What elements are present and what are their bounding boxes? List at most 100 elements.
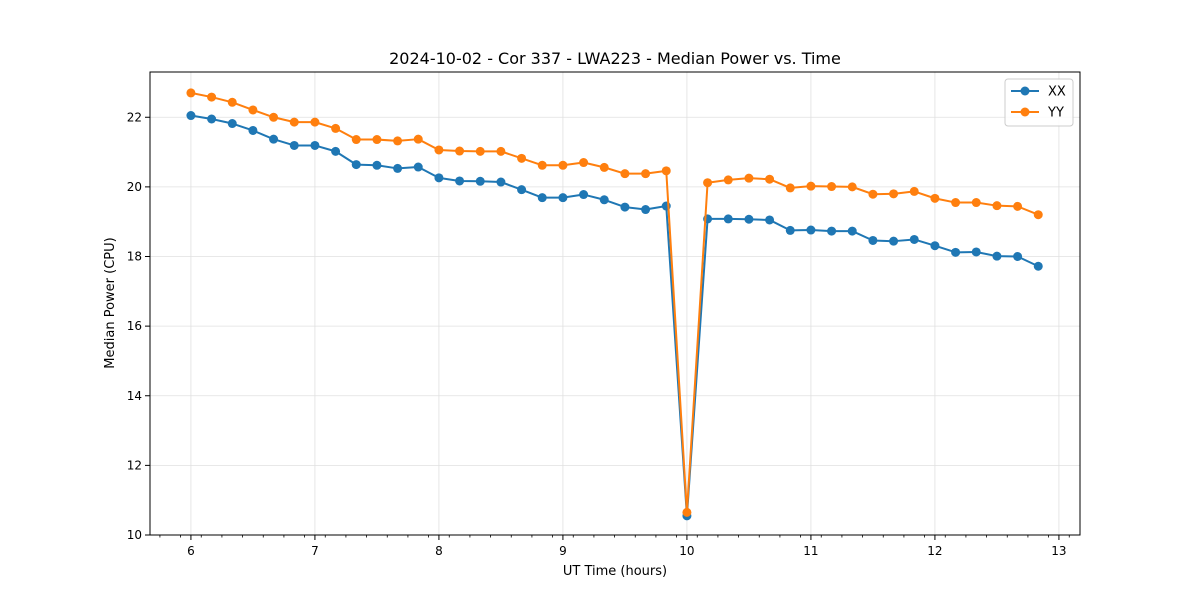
data-point-xx [971, 247, 981, 257]
data-point-xx [496, 177, 506, 187]
legend-item-yy: YY [1011, 106, 1064, 121]
data-point-xx [868, 235, 878, 245]
data-point-yy [641, 169, 651, 179]
data-point-yy [207, 92, 217, 102]
x-axis-label: UT Time (hours) [563, 564, 667, 579]
data-point-yy [661, 166, 671, 176]
data-point-yy [620, 169, 630, 179]
data-point-xx [723, 214, 733, 224]
legend-label-yy: YY [1047, 106, 1064, 121]
data-point-xx [1033, 261, 1043, 271]
data-point-xx [847, 226, 857, 236]
x-tick-label: 6 [187, 544, 195, 558]
data-point-xx [827, 226, 837, 236]
chart-title: 2024-10-02 - Cor 337 - LWA223 - Median P… [389, 49, 841, 68]
data-point-xx [744, 214, 754, 224]
data-point-xx [248, 125, 258, 135]
data-point-yy [1013, 201, 1023, 211]
data-point-yy [785, 183, 795, 193]
data-point-yy [310, 117, 320, 127]
data-point-xx [372, 160, 382, 170]
data-point-xx [186, 111, 196, 121]
axis-ticks: 6 7 8 9 10 11 12 13 10 12 14 16 18 20 22 [127, 110, 1070, 558]
data-point-xx [785, 225, 795, 235]
x-tick-label: 9 [559, 544, 567, 558]
data-point-yy [889, 189, 899, 199]
data-point-xx [930, 241, 940, 251]
data-point-yy [703, 178, 713, 188]
data-point-yy [517, 153, 527, 163]
data-point-xx [331, 146, 341, 156]
legend-label-xx: XX [1048, 85, 1066, 100]
data-point-yy [971, 198, 981, 208]
legend-marker-xx [1020, 86, 1030, 96]
data-point-yy [806, 181, 816, 191]
data-point-xx [207, 114, 217, 124]
data-point-xx [579, 190, 589, 200]
data-point-yy [496, 146, 506, 156]
data-point-yy [909, 186, 919, 196]
data-point-yy [186, 88, 196, 98]
data-point-xx [1013, 252, 1023, 262]
x-tick-label: 13 [1051, 544, 1066, 558]
data-point-yy [351, 135, 361, 145]
series-yy [186, 88, 1043, 517]
data-point-xx [537, 193, 547, 203]
data-point-yy [413, 134, 423, 144]
data-point-xx [558, 193, 568, 203]
data-point-yy [951, 198, 961, 208]
data-point-xx [289, 140, 299, 150]
data-point-yy [682, 507, 692, 517]
data-point-yy [289, 117, 299, 127]
data-point-yy [393, 136, 403, 146]
x-tick-label: 10 [679, 544, 694, 558]
data-point-xx [951, 247, 961, 257]
data-point-yy [723, 175, 733, 185]
y-tick-label: 22 [127, 110, 142, 124]
data-point-xx [641, 205, 651, 215]
data-point-xx [475, 176, 485, 186]
data-point-yy [248, 105, 258, 115]
y-tick-label: 12 [127, 458, 142, 472]
data-point-yy [455, 146, 465, 156]
data-point-yy [1033, 210, 1043, 220]
data-point-xx [455, 176, 465, 186]
data-point-yy [930, 193, 940, 203]
data-point-xx [599, 195, 609, 205]
y-tick-label: 18 [127, 250, 142, 264]
data-point-yy [992, 201, 1002, 211]
x-tick-label: 12 [927, 544, 942, 558]
axes-frame [149, 71, 1081, 536]
data-point-yy [475, 146, 485, 156]
data-point-xx [992, 251, 1002, 261]
data-point-yy [537, 160, 547, 170]
data-point-xx [351, 160, 361, 170]
series-group [186, 88, 1043, 521]
data-point-xx [765, 215, 775, 225]
y-tick-label: 20 [127, 180, 142, 194]
data-point-yy [765, 174, 775, 184]
data-point-xx [889, 236, 899, 246]
data-point-xx [227, 119, 237, 129]
data-point-xx [310, 140, 320, 150]
data-point-yy [227, 97, 237, 107]
data-point-xx [620, 202, 630, 212]
data-point-yy [827, 182, 837, 192]
data-point-xx [434, 173, 444, 183]
data-point-xx [393, 163, 403, 173]
x-tick-label: 11 [803, 544, 818, 558]
legend: XX YY [1004, 78, 1074, 127]
data-point-yy [744, 173, 754, 183]
data-point-xx [413, 162, 423, 172]
series-xx [186, 111, 1043, 521]
data-point-xx [269, 134, 279, 144]
data-point-yy [868, 189, 878, 199]
y-tick-label: 16 [127, 319, 142, 333]
data-point-yy [847, 182, 857, 192]
data-point-yy [599, 162, 609, 172]
legend-item-xx: XX [1011, 85, 1066, 100]
data-point-yy [269, 112, 279, 122]
data-point-yy [372, 135, 382, 145]
